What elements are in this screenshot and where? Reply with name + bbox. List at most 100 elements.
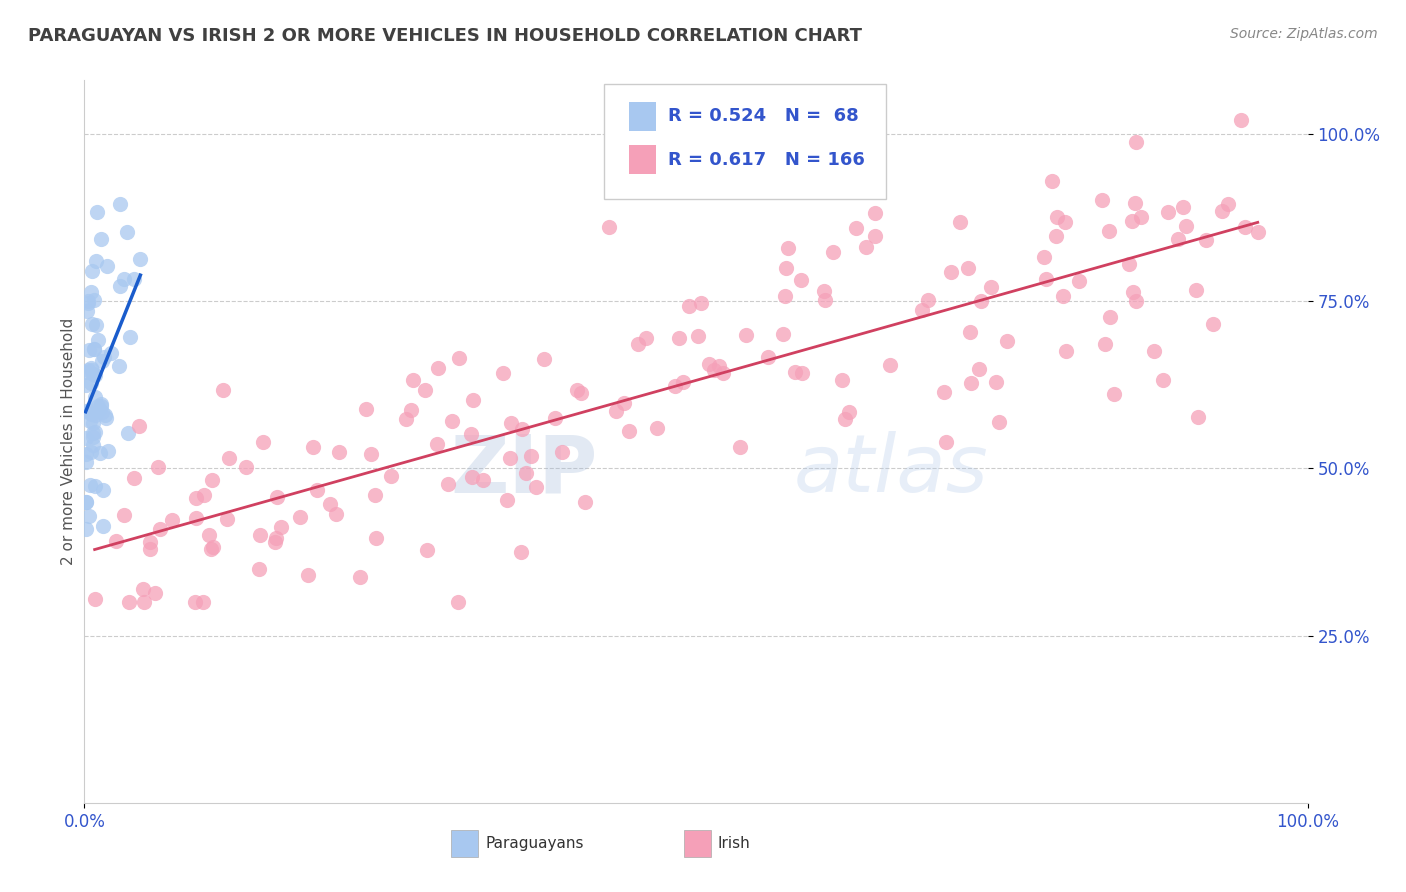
Point — [967, 362, 990, 376]
Point — [980, 280, 1002, 294]
Point — [201, 473, 224, 487]
Point — [84, 254, 107, 268]
Point — [984, 375, 1007, 389]
Point — [149, 522, 172, 536]
Point — [193, 488, 215, 502]
Point — [297, 568, 319, 582]
Point — [1040, 174, 1063, 188]
Point — [360, 447, 382, 461]
Point — [711, 366, 734, 380]
Point — [91, 353, 114, 368]
Point — [627, 336, 650, 351]
Point — [1130, 210, 1153, 224]
Point — [118, 595, 141, 609]
Point — [1234, 220, 1257, 235]
Point — [91, 483, 114, 497]
Point — [734, 328, 756, 343]
Point — [520, 449, 543, 463]
Point — [356, 401, 378, 416]
Point — [380, 469, 402, 483]
Point — [401, 373, 423, 387]
Point — [75, 378, 97, 392]
Point — [1216, 196, 1239, 211]
Point — [80, 376, 103, 390]
Point — [959, 376, 981, 391]
Point — [460, 427, 482, 442]
Point — [318, 498, 340, 512]
Point — [437, 477, 460, 491]
Point — [83, 479, 105, 493]
Point — [510, 422, 533, 436]
Point — [93, 350, 115, 364]
Point — [496, 492, 519, 507]
Point — [122, 272, 145, 286]
Point — [1167, 232, 1189, 246]
Point — [82, 263, 104, 277]
Point — [1052, 288, 1074, 302]
Point — [1102, 387, 1125, 401]
Point — [79, 414, 101, 428]
Point — [349, 569, 371, 583]
Point — [1098, 224, 1121, 238]
FancyBboxPatch shape — [628, 102, 655, 131]
Point — [772, 327, 794, 342]
Point — [89, 402, 111, 417]
Point — [307, 483, 329, 498]
Point — [198, 528, 221, 542]
Point — [290, 510, 312, 524]
Point — [910, 303, 932, 318]
Point — [212, 383, 235, 397]
Point — [1195, 233, 1218, 247]
Point — [96, 259, 118, 273]
Point — [690, 295, 713, 310]
Point — [957, 260, 980, 275]
Point — [775, 289, 797, 303]
Point — [783, 365, 806, 379]
Point — [247, 562, 270, 576]
Point — [707, 359, 730, 373]
Point — [75, 446, 97, 460]
Point — [501, 416, 523, 430]
Point — [143, 585, 166, 599]
Point — [1046, 211, 1069, 225]
Point — [1121, 214, 1143, 228]
Point — [678, 299, 700, 313]
Point — [855, 240, 877, 254]
Point — [138, 535, 160, 549]
Point — [471, 473, 494, 487]
Point — [574, 495, 596, 509]
Point — [1054, 343, 1077, 358]
Point — [551, 445, 574, 459]
Point — [94, 411, 117, 425]
Text: PARAGUAYAN VS IRISH 2 OR MORE VEHICLES IN HOUSEHOLD CORRELATION CHART: PARAGUAYAN VS IRISH 2 OR MORE VEHICLES I… — [28, 27, 862, 45]
Point — [1118, 257, 1140, 271]
Text: Irish: Irish — [718, 836, 751, 851]
Point — [82, 430, 104, 444]
Point — [83, 343, 105, 357]
Point — [447, 595, 470, 609]
Point — [264, 531, 287, 545]
Point — [934, 384, 956, 399]
Point — [613, 396, 636, 410]
Point — [1230, 113, 1253, 128]
Point — [118, 330, 141, 344]
Point — [668, 331, 690, 345]
Point — [132, 595, 155, 609]
Y-axis label: 2 or more Vehicles in Household: 2 or more Vehicles in Household — [60, 318, 76, 566]
Point — [1098, 310, 1121, 324]
Point — [235, 460, 257, 475]
Point — [790, 366, 813, 380]
Point — [97, 444, 120, 458]
Point — [1125, 135, 1147, 149]
Point — [492, 366, 515, 380]
Point — [79, 478, 101, 492]
Point — [366, 531, 388, 545]
Point — [186, 510, 208, 524]
FancyBboxPatch shape — [605, 84, 886, 200]
Point — [89, 445, 111, 459]
Point — [426, 436, 449, 450]
Point — [112, 272, 135, 286]
Point — [328, 444, 350, 458]
Point — [108, 359, 131, 374]
Point — [449, 351, 471, 365]
